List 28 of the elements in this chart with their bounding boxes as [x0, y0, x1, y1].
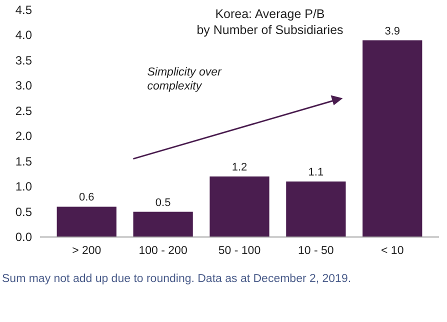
x-tick-label: 50 - 100: [218, 245, 261, 257]
bar: [362, 40, 422, 237]
y-tick-label: 4.0: [15, 28, 32, 42]
y-tick-label: 0.0: [15, 230, 32, 244]
y-tick-label: 3.5: [15, 53, 32, 68]
y-tick-label: 1.5: [15, 154, 32, 168]
y-tick-label: 0.5: [15, 204, 32, 219]
data-label: 1.1: [308, 166, 324, 179]
chart-title: Korea: Average P/B by Number of Subsidiaries: [196, 7, 344, 37]
y-tick-label: 3.0: [15, 78, 32, 93]
bar: [210, 176, 270, 237]
x-tick-label: 100 - 200: [138, 245, 188, 257]
bar: [56, 206, 116, 237]
bar: [133, 212, 193, 237]
data-label: 3.9: [384, 25, 400, 38]
data-label: 0.6: [78, 192, 94, 204]
x-tick-label: > 200: [72, 245, 102, 257]
y-tick-label: 2.0: [15, 129, 32, 144]
text: Sum may not add up due to rounding. Data as at December 2, 2019.: [2, 273, 352, 285]
data-label: 0.5: [155, 196, 171, 209]
y-tick-label: 2.5: [15, 104, 32, 118]
x-tick-label: 10 - 50: [298, 245, 334, 257]
x-tick-label: < 10: [381, 245, 404, 257]
data-label: 1.2: [232, 161, 248, 174]
y-tick-label: 4.5: [15, 3, 32, 17]
bar: [286, 182, 346, 237]
y-tick-label: 1.0: [15, 180, 32, 194]
annotation: Simplicity over complexity: [147, 66, 223, 93]
